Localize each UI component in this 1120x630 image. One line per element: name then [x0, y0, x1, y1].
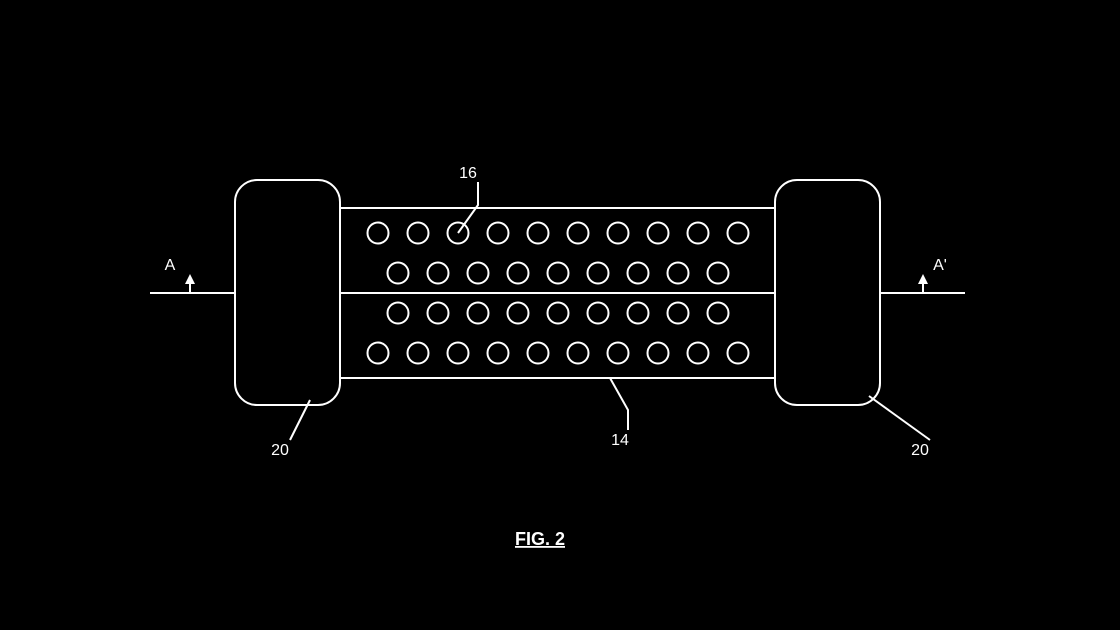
perforation-circle [628, 303, 649, 324]
callout-20-right-label: 20 [911, 442, 929, 459]
perforation-circle [568, 223, 589, 244]
callout-14-leader [610, 378, 628, 430]
perforation-circle [628, 263, 649, 284]
perforation-circle [428, 263, 449, 284]
perforation-circle [708, 303, 729, 324]
perforation-circle [648, 343, 669, 364]
perforation-circle [388, 303, 409, 324]
perforation-circle [668, 303, 689, 324]
perforation-circle [408, 223, 429, 244]
perforation-circle [688, 343, 709, 364]
perforation-circle [608, 343, 629, 364]
perforation-circle [428, 303, 449, 324]
perforation-circle [688, 223, 709, 244]
perforation-circle [668, 263, 689, 284]
perforation-circle [488, 343, 509, 364]
perforation-circle [408, 343, 429, 364]
perforation-circle [468, 263, 489, 284]
section-label-a-prime: A' [933, 257, 947, 274]
left-end-block [235, 180, 340, 405]
perforation-circle [448, 343, 469, 364]
callout-20-right-leader [869, 396, 930, 440]
perforation-circle [708, 263, 729, 284]
perforation-circle [548, 263, 569, 284]
perforation-circle [508, 303, 529, 324]
callout-14-label: 14 [611, 432, 629, 449]
perforation-circle [468, 303, 489, 324]
section-label-a: A [165, 257, 176, 274]
callout-16-label: 16 [459, 165, 477, 182]
perforation-circle [528, 223, 549, 244]
perforation-circle [528, 343, 549, 364]
perforation-circle [568, 343, 589, 364]
perforation-circle [728, 343, 749, 364]
perforation-circle [608, 223, 629, 244]
perforation-circle [648, 223, 669, 244]
perforation-circle [508, 263, 529, 284]
callout-20-left-label: 20 [271, 442, 289, 459]
patent-figure: A A' 16 14 20 20 FIG. 2 [0, 0, 1120, 630]
perforation-circle [548, 303, 569, 324]
perforation-circle [488, 223, 509, 244]
perforation-circle [588, 263, 609, 284]
figure-label: FIG. 2 [515, 529, 565, 549]
perforation-circle [368, 223, 389, 244]
perforation-circle [728, 223, 749, 244]
perforation-circle [368, 343, 389, 364]
perforation-circle [588, 303, 609, 324]
right-end-block [775, 180, 880, 405]
perforation-circle [388, 263, 409, 284]
